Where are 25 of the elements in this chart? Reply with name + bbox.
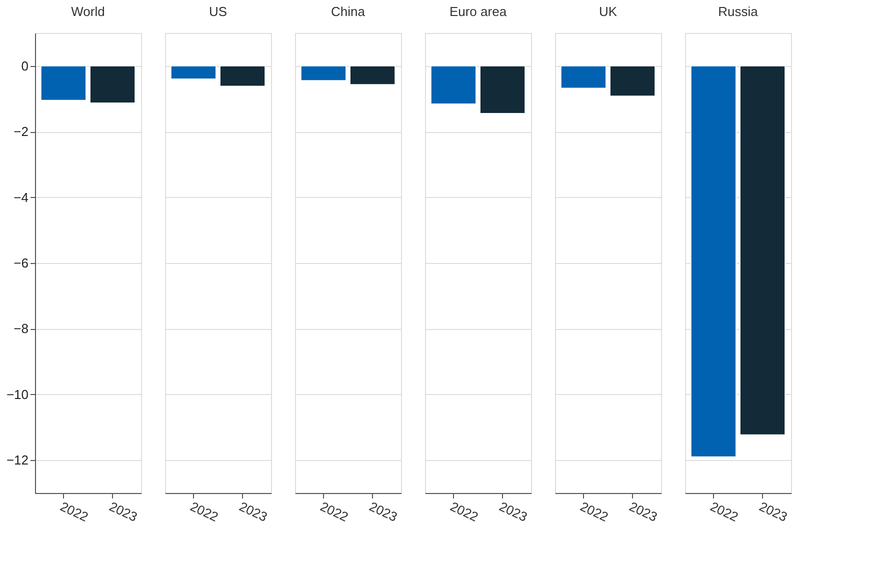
x-tick-label: 2023 [497,498,530,525]
y-tick-label: −2 [14,124,28,140]
x-tick-label: 2023 [367,498,400,525]
x-tick-label: 2022 [318,498,351,525]
chart-title: US [208,4,228,19]
x-tick-label: 2022 [578,498,611,525]
y-tick-label: −12 [6,452,28,468]
x-tick-label: 2023 [107,498,140,525]
chart-title: Euro area [449,4,508,19]
chart-title: Russia [718,4,759,19]
x-tick-label: 2022 [708,498,741,525]
x-tick-label: 2023 [237,498,270,525]
chart-title: World [71,4,105,19]
y-tick-label: −8 [14,321,28,336]
x-tick-label: 2022 [58,498,91,525]
x-tick-label: 2023 [757,498,790,525]
y-tick-label: −10 [6,386,28,402]
x-tick-label: 2022 [188,498,221,525]
x-tick-label: 2023 [627,498,660,525]
y-tick-label: 0 [21,58,28,74]
y-tick-label: −6 [14,256,28,270]
chart-title: UK [598,4,618,19]
y-tick-label: −4 [14,190,28,205]
chart-title: China [331,4,366,19]
x-tick-label: 2022 [448,498,481,525]
